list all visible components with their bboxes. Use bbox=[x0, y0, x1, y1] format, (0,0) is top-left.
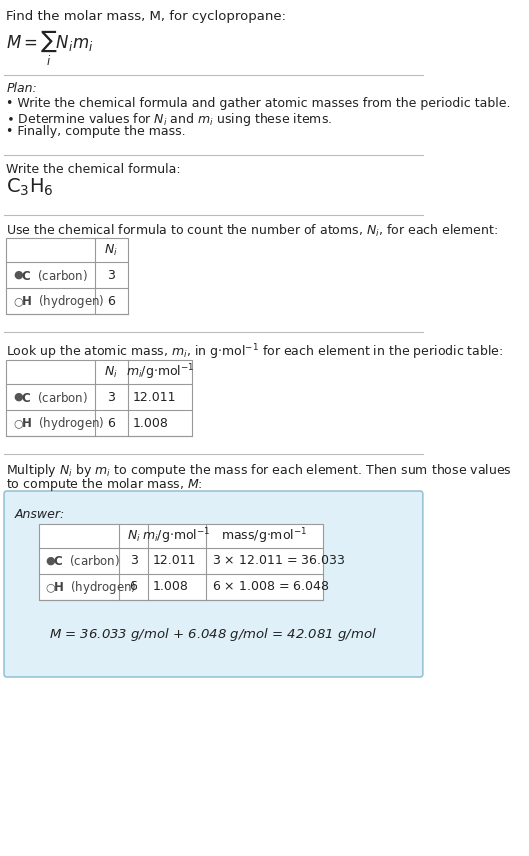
Text: 6: 6 bbox=[107, 417, 115, 430]
FancyBboxPatch shape bbox=[4, 491, 423, 677]
Text: Find the molar mass, M, for cyclopropane:: Find the molar mass, M, for cyclopropane… bbox=[6, 10, 287, 23]
Text: $\mathbf{C}$  (carbon): $\mathbf{C}$ (carbon) bbox=[21, 389, 88, 405]
Text: ○: ○ bbox=[45, 582, 55, 592]
Text: Multiply $N_i$ by $m_i$ to compute the mass for each element. Then sum those val: Multiply $N_i$ by $m_i$ to compute the m… bbox=[6, 462, 512, 479]
Text: 1.008: 1.008 bbox=[132, 417, 168, 430]
Text: $\mathbf{C}$  (carbon): $\mathbf{C}$ (carbon) bbox=[21, 268, 88, 282]
Text: $\mathbf{C}$  (carbon): $\mathbf{C}$ (carbon) bbox=[53, 554, 120, 568]
Text: 3: 3 bbox=[107, 390, 115, 403]
Text: $N_i$: $N_i$ bbox=[126, 528, 140, 544]
Text: 12.011: 12.011 bbox=[152, 555, 196, 568]
Text: Look up the atomic mass, $m_i$, in g$\cdot$mol$^{-1}$ for each element in the pe: Look up the atomic mass, $m_i$, in g$\cd… bbox=[6, 342, 504, 361]
Text: Plan:: Plan: bbox=[6, 82, 37, 95]
Text: $\mathbf{H}$  (hydrogen): $\mathbf{H}$ (hydrogen) bbox=[53, 579, 137, 596]
Text: Answer:: Answer: bbox=[14, 508, 65, 521]
Text: to compute the molar mass, $M$:: to compute the molar mass, $M$: bbox=[6, 476, 203, 493]
Bar bbox=[39, 524, 323, 600]
Text: 6 $\times$ 1.008 = 6.048: 6 $\times$ 1.008 = 6.048 bbox=[212, 580, 330, 593]
Text: $m_i$/g$\cdot$mol$^{-1}$: $m_i$/g$\cdot$mol$^{-1}$ bbox=[142, 526, 211, 546]
Text: mass/g$\cdot$mol$^{-1}$: mass/g$\cdot$mol$^{-1}$ bbox=[221, 526, 307, 546]
Text: • Finally, compute the mass.: • Finally, compute the mass. bbox=[6, 125, 186, 138]
Text: $\bullet$ Determine values for $N_i$ and $m_i$ using these items.: $\bullet$ Determine values for $N_i$ and… bbox=[6, 111, 333, 128]
Text: $\mathbf{H}$  (hydrogen): $\mathbf{H}$ (hydrogen) bbox=[21, 293, 105, 310]
Text: $\mathregular{C_3H_6}$: $\mathregular{C_3H_6}$ bbox=[6, 177, 54, 199]
Text: ●: ● bbox=[13, 270, 23, 280]
Text: 1.008: 1.008 bbox=[152, 580, 188, 593]
Text: $M$ = 36.033 g/mol + 6.048 g/mol = 42.081 g/mol: $M$ = 36.033 g/mol + 6.048 g/mol = 42.08… bbox=[50, 626, 377, 643]
Text: 6: 6 bbox=[130, 580, 138, 593]
Text: Write the chemical formula:: Write the chemical formula: bbox=[6, 163, 181, 176]
Text: 3: 3 bbox=[107, 269, 115, 282]
Text: $\mathbf{H}$  (hydrogen): $\mathbf{H}$ (hydrogen) bbox=[21, 414, 105, 431]
Text: ○: ○ bbox=[13, 418, 23, 428]
Text: $m_i$/g$\cdot$mol$^{-1}$: $m_i$/g$\cdot$mol$^{-1}$ bbox=[125, 362, 194, 382]
Text: ●: ● bbox=[13, 392, 23, 402]
Text: ●: ● bbox=[45, 556, 55, 566]
Text: 6: 6 bbox=[107, 294, 115, 307]
Text: 12.011: 12.011 bbox=[132, 390, 176, 403]
Text: $N_i$: $N_i$ bbox=[105, 365, 118, 379]
Text: 3 $\times$ 12.011 = 36.033: 3 $\times$ 12.011 = 36.033 bbox=[212, 555, 345, 568]
Text: Use the chemical formula to count the number of atoms, $N_i$, for each element:: Use the chemical formula to count the nu… bbox=[6, 223, 498, 239]
Text: ○: ○ bbox=[13, 296, 23, 306]
Text: $M = \sum_i N_i m_i$: $M = \sum_i N_i m_i$ bbox=[6, 28, 94, 68]
Bar bbox=[6, 238, 127, 314]
Text: 3: 3 bbox=[130, 555, 138, 568]
Bar bbox=[6, 360, 192, 436]
Text: • Write the chemical formula and gather atomic masses from the periodic table.: • Write the chemical formula and gather … bbox=[6, 97, 511, 110]
Text: $N_i$: $N_i$ bbox=[105, 242, 118, 258]
